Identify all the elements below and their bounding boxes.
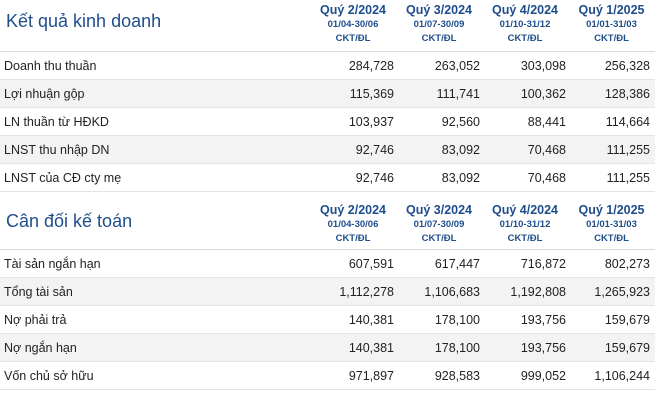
table-row-current-assets: Tài sản ngắn hạn 607,591 617,447 716,872…: [0, 250, 655, 278]
income-statement-header: Kết quả kinh doanh Quý 2/2024 01/04-30/0…: [0, 0, 655, 52]
table-cell: 128,386: [604, 86, 650, 101]
balance-sheet-section: Cân đối kế toán Quý 2/2024 01/04-30/06 C…: [0, 192, 655, 390]
table-cell: 716,872: [520, 256, 566, 271]
column-header-q3-2024[interactable]: Quý 3/2024 01/07-30/09 CKT/ĐL: [396, 0, 482, 51]
table-cell: 1,192,808: [510, 284, 566, 299]
row-label: LN thuần từ HĐKD: [4, 114, 109, 129]
table-cell: 83,092: [441, 170, 480, 185]
table-cell: 159,679: [604, 312, 650, 327]
table-cell: 103,937: [348, 114, 394, 129]
row-label: Lợi nhuận gộp: [4, 86, 85, 101]
row-label: Tổng tài sản: [4, 284, 73, 299]
quarter-label: Quý 3/2024: [405, 3, 472, 17]
row-label: Nợ phải trả: [4, 312, 67, 327]
table-cell: 92,746: [355, 142, 394, 157]
table-cell: 114,664: [605, 114, 650, 129]
table-row-operating-profit: LN thuần từ HĐKD 103,937 92,560 88,441 1…: [0, 108, 655, 136]
table-cell: 140,381: [348, 340, 394, 355]
table-cell: 159,679: [604, 340, 650, 355]
table-row-total-assets: Tổng tài sản 1,112,278 1,106,683 1,192,8…: [0, 278, 655, 306]
table-row-equity: Vốn chủ sở hữu 971,897 928,583 999,052 1…: [0, 362, 655, 390]
quarter-range: 01/01-31/03: [586, 219, 637, 230]
quarter-audit-type: CKT/ĐL: [507, 233, 543, 244]
table-cell: 802,273: [604, 256, 650, 271]
table-row-current-liabilities: Nợ ngắn hạn 140,381 178,100 193,756 159,…: [0, 334, 655, 362]
table-cell: 115,369: [349, 86, 394, 101]
quarter-range: 01/10-31/12: [499, 219, 551, 230]
table-cell: 999,052: [520, 368, 566, 383]
quarter-audit-type: CKT/ĐL: [421, 33, 457, 44]
row-label: LNST thu nhập DN: [4, 142, 110, 157]
quarter-audit-type: CKT/ĐL: [594, 33, 629, 44]
table-cell: 92,560: [441, 114, 480, 129]
table-cell: 111,255: [606, 142, 650, 157]
table-row-parent-shareholders-income: LNST của CĐ cty mẹ 92,746 83,092 70,468 …: [0, 164, 655, 192]
table-cell: 140,381: [348, 312, 394, 327]
table-cell: 263,052: [434, 58, 480, 73]
column-header-q4-2024[interactable]: Quý 4/2024 01/10-31/12 CKT/ĐL: [482, 0, 568, 51]
quarter-label: Quý 4/2024: [491, 3, 558, 17]
table-cell: 284,728: [348, 58, 394, 73]
quarter-range: 01/07-30/09: [413, 19, 465, 30]
table-cell: 617,447: [434, 256, 480, 271]
quarter-audit-type: CKT/ĐL: [594, 233, 629, 244]
row-label: Doanh thu thuần: [4, 58, 97, 73]
column-header-q3-2024[interactable]: Quý 3/2024 01/07-30/09 CKT/ĐL: [396, 192, 482, 249]
quarter-label: Quý 1/2025: [578, 3, 645, 17]
table-row-net-revenue: Doanh thu thuần 284,728 263,052 303,098 …: [0, 52, 655, 80]
column-header-q2-2024[interactable]: Quý 2/2024 01/04-30/06 CKT/ĐL: [310, 192, 396, 249]
quarter-range: 01/10-31/12: [499, 19, 551, 30]
table-cell: 303,098: [520, 58, 566, 73]
quarter-range: 01/07-30/09: [413, 219, 465, 230]
quarter-audit-type: CKT/ĐL: [421, 233, 457, 244]
row-label: Tài sản ngắn hạn: [4, 256, 101, 271]
table-cell: 256,328: [604, 58, 650, 73]
table-cell: 178,100: [434, 340, 480, 355]
table-cell: 70,468: [527, 170, 566, 185]
row-label: LNST của CĐ cty mẹ: [4, 170, 122, 185]
column-header-q4-2024[interactable]: Quý 4/2024 01/10-31/12 CKT/ĐL: [482, 192, 568, 249]
table-cell: 111,741: [436, 86, 480, 101]
table-cell: 193,756: [520, 312, 566, 327]
quarter-range: 01/04-30/06: [327, 219, 379, 230]
table-cell: 193,756: [520, 340, 566, 355]
row-label: Nợ ngắn hạn: [4, 340, 77, 355]
quarter-label: Quý 4/2024: [491, 203, 558, 217]
row-label: Vốn chủ sở hữu: [4, 368, 94, 383]
table-cell: 1,106,683: [424, 284, 480, 299]
table-row-gross-profit: Lợi nhuận gộp 115,369 111,741 100,362 12…: [0, 80, 655, 108]
quarter-label: Quý 2/2024: [319, 3, 386, 17]
table-cell: 88,441: [527, 114, 566, 129]
quarter-label: Quý 2/2024: [319, 203, 386, 217]
table-cell: 100,362: [520, 86, 566, 101]
quarter-label: Quý 1/2025: [578, 203, 645, 217]
table-cell: 178,100: [434, 312, 480, 327]
table-cell: 1,265,923: [594, 284, 650, 299]
table-cell: 1,112,278: [339, 284, 394, 299]
table-cell: 1,106,244: [594, 368, 650, 383]
income-statement-section: Kết quả kinh doanh Quý 2/2024 01/04-30/0…: [0, 0, 655, 192]
table-row-net-income-after-tax: LNST thu nhập DN 92,746 83,092 70,468 11…: [0, 136, 655, 164]
table-cell: 607,591: [348, 256, 394, 271]
table-cell: 70,468: [527, 142, 566, 157]
balance-sheet-title: Cân đối kế toán: [6, 211, 133, 231]
quarter-range: 01/04-30/06: [327, 19, 379, 30]
quarter-audit-type: CKT/ĐL: [507, 33, 543, 44]
column-header-q1-2025[interactable]: Quý 1/2025 01/01-31/03 CKT/ĐL: [568, 192, 655, 249]
table-cell: 83,092: [441, 142, 480, 157]
table-cell: 928,583: [434, 368, 480, 383]
table-cell: 92,746: [355, 170, 394, 185]
column-header-q1-2025[interactable]: Quý 1/2025 01/01-31/03 CKT/ĐL: [568, 0, 655, 51]
column-header-q2-2024[interactable]: Quý 2/2024 01/04-30/06 CKT/ĐL: [310, 0, 396, 51]
table-cell: 111,255: [606, 170, 650, 185]
income-statement-title: Kết quả kinh doanh: [6, 11, 162, 31]
quarter-label: Quý 3/2024: [405, 203, 472, 217]
quarter-range: 01/01-31/03: [586, 19, 637, 30]
table-cell: 971,897: [348, 368, 394, 383]
quarter-audit-type: CKT/ĐL: [335, 33, 371, 44]
table-row-liabilities: Nợ phải trả 140,381 178,100 193,756 159,…: [0, 306, 655, 334]
balance-sheet-header: Cân đối kế toán Quý 2/2024 01/04-30/06 C…: [0, 192, 655, 250]
quarter-audit-type: CKT/ĐL: [335, 233, 371, 244]
